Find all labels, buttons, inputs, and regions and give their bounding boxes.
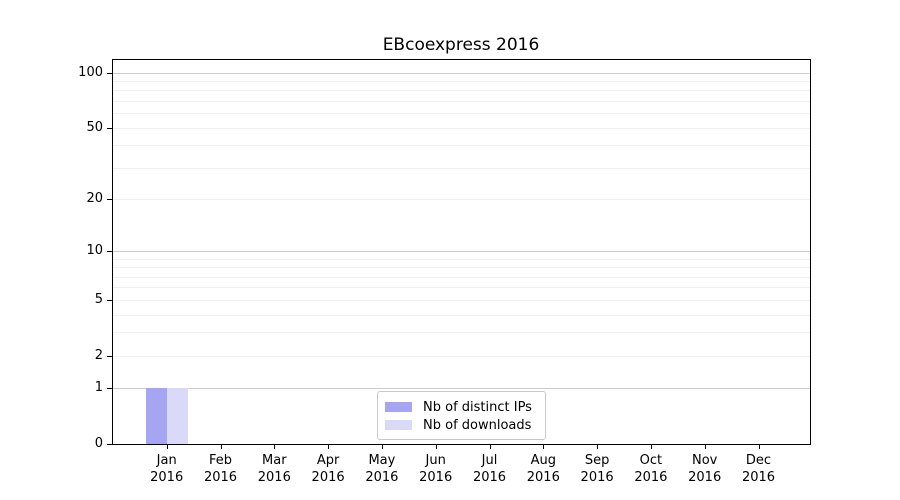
y-gridline-minor — [113, 90, 810, 92]
y-gridline-minor — [113, 113, 810, 115]
y-gridline-minor — [113, 267, 810, 269]
y-tick-label: 0 — [94, 436, 103, 451]
y-gridline-major — [113, 72, 810, 74]
y-gridline-major — [113, 251, 810, 252]
y-tick-mark — [107, 198, 112, 200]
x-tick-mark — [381, 445, 383, 449]
y-gridline-minor — [113, 258, 810, 260]
y-tick-mark — [107, 72, 112, 74]
y-tick-mark — [107, 355, 112, 357]
x-tick-label: Jan 2016 — [150, 453, 184, 485]
x-tick-mark — [758, 445, 760, 449]
x-tick-label: Apr 2016 — [311, 453, 345, 485]
x-tick-mark — [704, 445, 706, 449]
legend-item-downloads: Nb of downloads — [385, 416, 537, 434]
y-gridline-minor — [113, 145, 810, 147]
y-gridline-minor — [113, 332, 810, 334]
y-tick-mark — [107, 388, 112, 390]
x-tick-mark — [435, 445, 437, 449]
y-tick-label: 50 — [86, 119, 103, 135]
x-tick-label: Jun 2016 — [419, 453, 453, 485]
y-gridline-minor — [113, 100, 810, 102]
x-tick-mark — [650, 445, 652, 449]
bar-downloads — [166, 388, 188, 444]
y-tick-label: 5 — [94, 291, 103, 307]
y-gridline-minor — [113, 299, 810, 301]
y-gridline-minor — [113, 355, 810, 357]
y-gridline-minor — [113, 80, 810, 82]
bar-distinct-ips — [145, 388, 167, 444]
y-gridline-minor — [113, 276, 810, 278]
y-gridline-major — [113, 388, 810, 390]
y-gridline-minor — [113, 167, 810, 169]
y-tick-mark — [107, 251, 112, 252]
y-tick-mark — [107, 444, 112, 445]
x-tick-mark — [220, 445, 222, 449]
x-tick-label: Sep 2016 — [580, 453, 614, 485]
x-tick-label: Oct 2016 — [634, 453, 668, 485]
legend-swatch-downloads — [385, 420, 412, 430]
y-tick-label: 20 — [86, 190, 103, 206]
x-tick-label: May 2016 — [365, 453, 399, 485]
y-tick-label: 2 — [94, 347, 103, 363]
plot-area — [112, 59, 811, 445]
y-tick-label: 10 — [86, 243, 103, 258]
x-tick-label: Jul 2016 — [472, 453, 507, 485]
y-tick-mark — [107, 127, 112, 129]
y-gridline-minor — [113, 127, 810, 129]
x-tick-mark — [328, 445, 330, 449]
y-tick-mark — [107, 299, 112, 301]
x-tick-label: Feb 2016 — [203, 453, 238, 485]
x-tick-mark — [274, 445, 276, 449]
x-tick-mark — [166, 445, 168, 449]
chart-title: EBcoexpress 2016 — [382, 35, 540, 55]
gridlines-layer — [113, 60, 810, 444]
y-tick-label: 100 — [78, 64, 103, 80]
legend-item-distinct-ips: Nb of distinct IPs — [385, 398, 537, 416]
legend-swatch-distinct-ips — [385, 402, 412, 412]
y-gridline-minor — [113, 314, 810, 316]
x-tick-label: Mar 2016 — [257, 453, 291, 485]
x-tick-label: Dec 2016 — [741, 453, 776, 485]
legend: Nb of distinct IPs Nb of downloads — [377, 391, 546, 440]
x-tick-label: Aug 2016 — [526, 453, 560, 485]
legend-label-distinct-ips: Nb of distinct IPs — [423, 399, 532, 415]
y-gridline-minor — [113, 287, 810, 289]
y-tick-label: 1 — [94, 380, 103, 396]
x-tick-mark — [543, 445, 545, 449]
bars-layer — [113, 60, 810, 444]
legend-label-downloads: Nb of downloads — [423, 417, 532, 433]
x-tick-mark — [489, 445, 491, 449]
x-tick-mark — [597, 445, 599, 449]
x-tick-label: Nov 2016 — [688, 453, 722, 485]
y-gridline-minor — [113, 198, 810, 200]
